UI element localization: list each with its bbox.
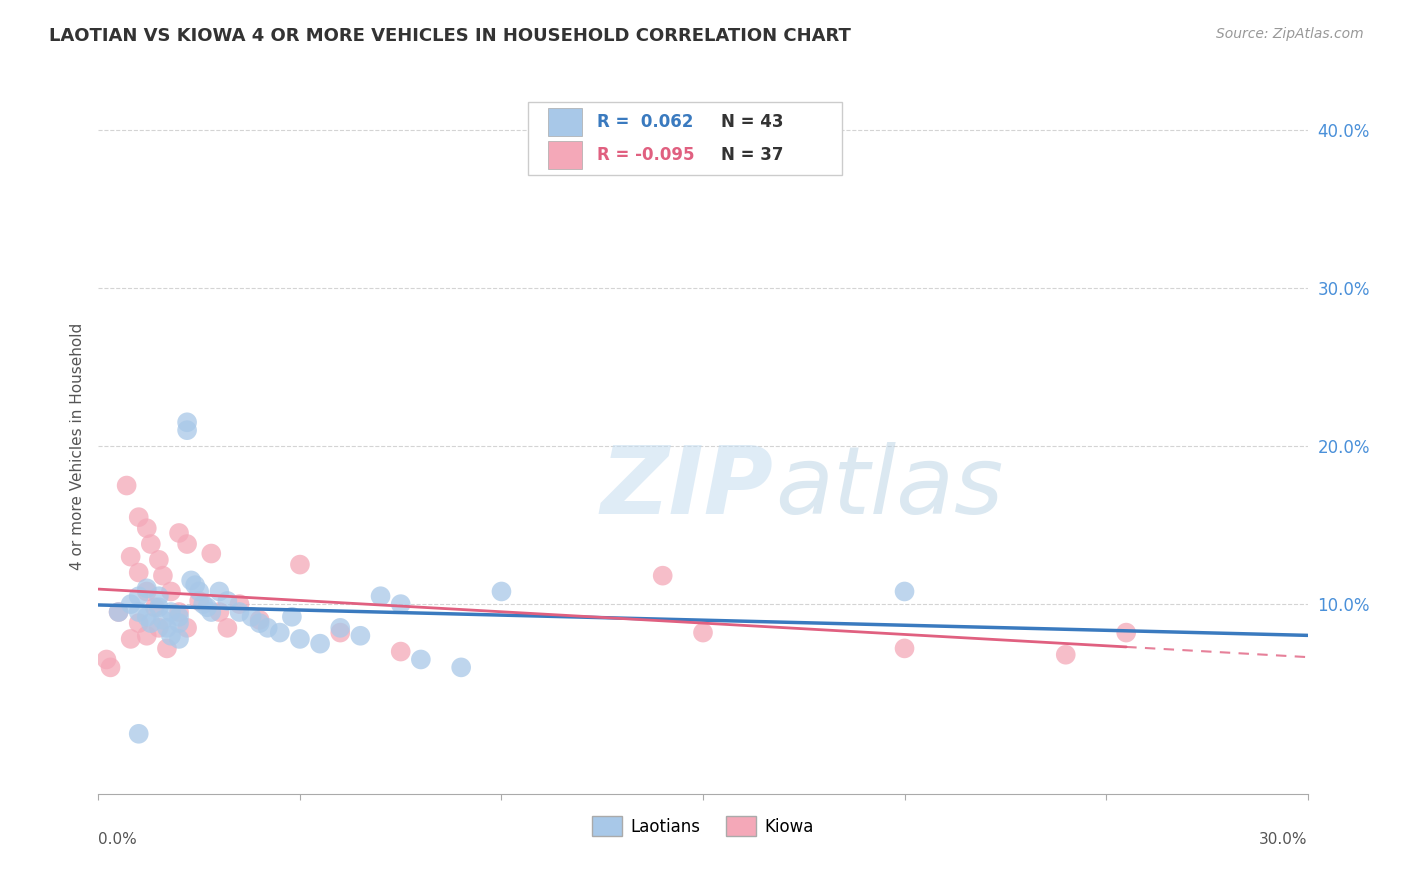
Point	[148, 553, 170, 567]
Point	[139, 616, 162, 631]
Point	[107, 605, 129, 619]
Point	[176, 415, 198, 429]
Bar	[548, 108, 582, 136]
Point	[160, 605, 183, 619]
Bar	[548, 141, 582, 169]
Point	[228, 605, 250, 619]
Point	[167, 609, 190, 624]
Point	[200, 547, 222, 561]
Point	[409, 652, 432, 666]
Point	[156, 641, 179, 656]
Point	[370, 589, 392, 603]
Point	[208, 584, 231, 599]
Point	[135, 521, 157, 535]
Point	[167, 632, 190, 646]
Point	[167, 525, 190, 540]
Legend: Laotians, Kiowa: Laotians, Kiowa	[583, 807, 823, 845]
Point	[349, 629, 371, 643]
Point	[188, 594, 211, 608]
Point	[128, 566, 150, 580]
Point	[96, 652, 118, 666]
Point	[152, 568, 174, 582]
Point	[389, 597, 412, 611]
Point	[200, 605, 222, 619]
Point	[148, 621, 170, 635]
Point	[1054, 648, 1077, 662]
Point	[148, 589, 170, 603]
Point	[135, 629, 157, 643]
Point	[128, 589, 150, 603]
Point	[120, 597, 142, 611]
Text: atlas: atlas	[776, 442, 1004, 533]
Point	[217, 621, 239, 635]
Text: 0.0%: 0.0%	[98, 832, 138, 847]
Point	[176, 537, 198, 551]
Point	[249, 613, 271, 627]
Point	[152, 613, 174, 627]
Point	[1115, 625, 1137, 640]
Text: N = 37: N = 37	[721, 145, 783, 163]
Point	[128, 510, 150, 524]
Text: Source: ZipAtlas.com: Source: ZipAtlas.com	[1216, 27, 1364, 41]
Point	[139, 537, 162, 551]
Point	[135, 582, 157, 596]
Text: R = -0.095: R = -0.095	[596, 145, 695, 163]
Point	[184, 578, 207, 592]
Point	[107, 605, 129, 619]
Point	[309, 637, 332, 651]
Point	[269, 625, 291, 640]
Text: ZIP: ZIP	[600, 442, 773, 533]
Point	[193, 597, 215, 611]
Point	[176, 621, 198, 635]
Point	[167, 616, 190, 631]
Point	[128, 727, 150, 741]
Text: N = 43: N = 43	[721, 112, 783, 130]
Point	[135, 609, 157, 624]
Point	[180, 574, 202, 588]
Point	[160, 584, 183, 599]
Point	[100, 660, 122, 674]
Point	[143, 600, 166, 615]
Point	[208, 605, 231, 619]
Point	[160, 629, 183, 643]
Text: R =  0.062: R = 0.062	[596, 112, 693, 130]
Point	[217, 594, 239, 608]
Y-axis label: 4 or more Vehicles in Household: 4 or more Vehicles in Household	[69, 322, 84, 570]
Point	[135, 584, 157, 599]
Point	[329, 625, 352, 640]
Point	[692, 625, 714, 640]
Point	[651, 568, 673, 582]
Point	[491, 584, 513, 599]
FancyBboxPatch shape	[527, 102, 842, 175]
Point	[228, 597, 250, 611]
Point	[120, 632, 142, 646]
Text: 30.0%: 30.0%	[1260, 832, 1308, 847]
Point	[450, 660, 472, 674]
Point	[893, 641, 915, 656]
Point	[893, 584, 915, 599]
Point	[288, 632, 311, 646]
Point	[249, 616, 271, 631]
Text: LAOTIAN VS KIOWA 4 OR MORE VEHICLES IN HOUSEHOLD CORRELATION CHART: LAOTIAN VS KIOWA 4 OR MORE VEHICLES IN H…	[49, 27, 851, 45]
Point	[256, 621, 278, 635]
Point	[128, 605, 150, 619]
Point	[188, 584, 211, 599]
Point	[389, 644, 412, 658]
Point	[115, 478, 138, 492]
Point	[176, 423, 198, 437]
Point	[167, 605, 190, 619]
Point	[120, 549, 142, 564]
Point	[329, 621, 352, 635]
Point	[288, 558, 311, 572]
Point	[195, 600, 218, 615]
Point	[281, 609, 304, 624]
Point	[240, 609, 263, 624]
Point	[128, 616, 150, 631]
Point	[148, 600, 170, 615]
Point	[156, 621, 179, 635]
